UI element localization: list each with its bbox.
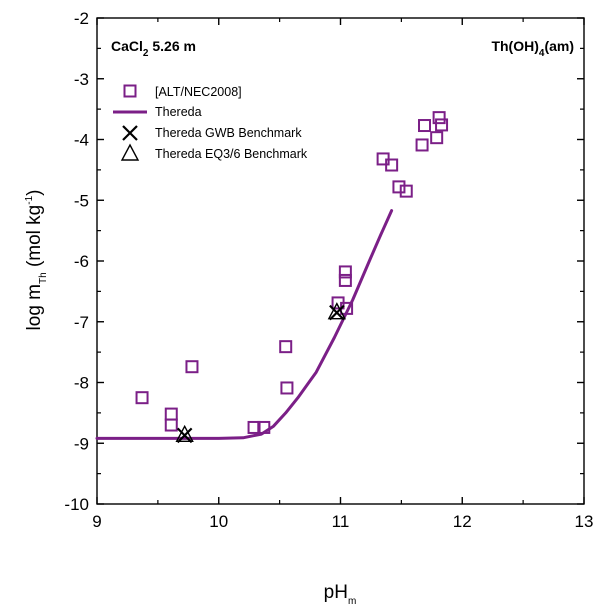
- legend-item-gwb: Thereda GWB Benchmark: [122, 125, 302, 141]
- data-point-square: [415, 138, 429, 152]
- x-tick-label: 10: [209, 512, 228, 531]
- data-point-square: [279, 340, 293, 354]
- data-point-square: [164, 418, 178, 432]
- data-point-square: [247, 420, 261, 434]
- x-tick-label: 9: [92, 512, 101, 531]
- y-tick-label: -10: [64, 495, 89, 514]
- y-tick-label: -2: [74, 9, 89, 28]
- data-point-triangle: [327, 302, 347, 320]
- data-point-square: [430, 131, 444, 145]
- data-point-square: [164, 407, 178, 421]
- data-point-square: [185, 360, 199, 374]
- data-point-square: [432, 111, 446, 125]
- y-tick-label: -4: [74, 131, 89, 150]
- y-axis-title: log mTh (mol kg-1): [24, 190, 49, 331]
- data-point-x: [176, 427, 193, 444]
- data-point-square: [418, 119, 432, 133]
- x-tick-label: 12: [453, 512, 472, 531]
- data-point-triangle: [175, 424, 194, 443]
- data-point-square: [435, 118, 449, 132]
- data-point-square: [385, 158, 399, 172]
- legend-label-eq36: Thereda EQ3/6 Benchmark: [155, 147, 308, 161]
- x-tick-label: 11: [332, 512, 350, 531]
- thereda-line: [95, 209, 394, 440]
- data-point-square: [399, 184, 413, 198]
- legend: [ALT/NEC2008] Thereda Thereda GWB Benchm…: [113, 84, 308, 161]
- y-tick-label: -6: [74, 252, 89, 271]
- y-tick-label: -7: [74, 313, 89, 332]
- tick-labels: 9 10 11 12 13 -2 -3 -4 -5 -6 -7 -8 -9 -10: [64, 9, 593, 531]
- y-tick-label: -5: [74, 191, 89, 210]
- data-point-x: [329, 304, 345, 321]
- y-tick-label: -8: [74, 374, 89, 393]
- x-axis-title: pHm: [324, 582, 357, 607]
- legend-square-marker: [123, 84, 137, 98]
- legend-item-eq36: Thereda EQ3/6 Benchmark: [120, 143, 308, 161]
- data-point-square: [257, 420, 271, 434]
- series-layer: [95, 111, 449, 444]
- legend-triangle-marker: [120, 143, 140, 161]
- legend-x-marker: [122, 125, 138, 141]
- legend-label-exp: [ALT/NEC2008]: [155, 85, 242, 99]
- data-point-square: [135, 391, 149, 405]
- data-point-square: [392, 180, 406, 194]
- x-tick-label: 13: [575, 512, 594, 531]
- data-point-square: [338, 265, 352, 279]
- data-point-square: [338, 273, 352, 287]
- legend-item-thereda: Thereda: [113, 105, 202, 119]
- axis-ticks: [96, 17, 585, 505]
- legend-label-thereda: Thereda: [155, 105, 202, 119]
- y-tick-label: -9: [74, 434, 89, 453]
- legend-label-gwb: Thereda GWB Benchmark: [155, 126, 302, 140]
- legend-item-exp: [ALT/NEC2008]: [123, 84, 242, 99]
- data-point-square: [280, 381, 294, 395]
- annotation-left: CaCl2 5.26 m: [111, 38, 196, 59]
- y-tick-label: -3: [74, 70, 89, 89]
- annotation-right: Th(OH)4(am): [491, 38, 574, 59]
